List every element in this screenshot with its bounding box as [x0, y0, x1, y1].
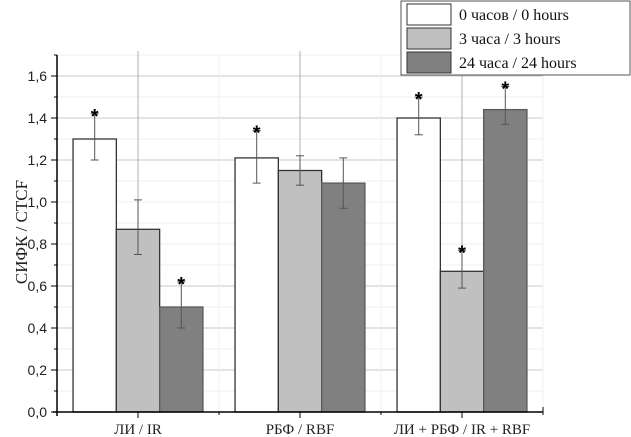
y-tick-labels: 0,0 0,2 0,4 0,6 0,8 1,0 1,2 1,4 1,6	[28, 68, 48, 420]
axes	[51, 54, 544, 418]
bar	[320, 182, 366, 413]
y-tick-label: 1,4	[28, 110, 48, 126]
legend-entry-label: 0 часов / 0 hours	[459, 7, 569, 24]
y-tick-label: 0,4	[28, 320, 48, 336]
significance-marker: *	[177, 274, 185, 296]
bar	[234, 157, 280, 413]
x-category-label: РБФ / RBF	[266, 422, 335, 437]
y-axis-label: СИФК / CTCF	[12, 180, 31, 284]
legend-entry-label: 3 часа / 3 hours	[459, 31, 561, 48]
legend-entry-label: 24 часа / 24 hours	[459, 55, 577, 72]
significance-marker: *	[91, 106, 99, 128]
bar	[115, 228, 161, 413]
legend-swatch	[406, 27, 452, 50]
bar	[439, 270, 485, 413]
y-tick-label: 1,6	[28, 68, 48, 84]
bar	[482, 108, 528, 413]
bar	[72, 138, 118, 413]
bar	[396, 117, 441, 413]
significance-marker: *	[501, 79, 509, 101]
legend-swatch	[406, 3, 452, 26]
legend-swatch	[406, 51, 452, 74]
bars	[72, 108, 528, 413]
y-tick-label: 0,0	[28, 404, 48, 420]
y-tick-label: 0,6	[28, 278, 48, 294]
x-category-label: ЛИ + РБФ / IR + RBF	[394, 422, 531, 437]
y-tick-label: 0,8	[28, 236, 48, 252]
error-bars: * * * * * *	[90, 79, 509, 329]
bar	[277, 169, 323, 413]
x-category-label: ЛИ / IR	[114, 422, 162, 437]
y-tick-label: 1,2	[28, 152, 48, 168]
legend: 0 часов / 0 hours 3 часа / 3 hours 24 часа…	[400, 0, 631, 76]
significance-marker: *	[253, 123, 261, 145]
y-tick-label: 0,2	[28, 362, 48, 378]
significance-marker: *	[415, 89, 423, 111]
significance-marker: *	[458, 242, 466, 264]
x-category-labels: ЛИ / IR РБФ / RBF ЛИ + РБФ / IR + RBF	[114, 422, 530, 437]
y-tick-label: 1,0	[28, 194, 48, 210]
